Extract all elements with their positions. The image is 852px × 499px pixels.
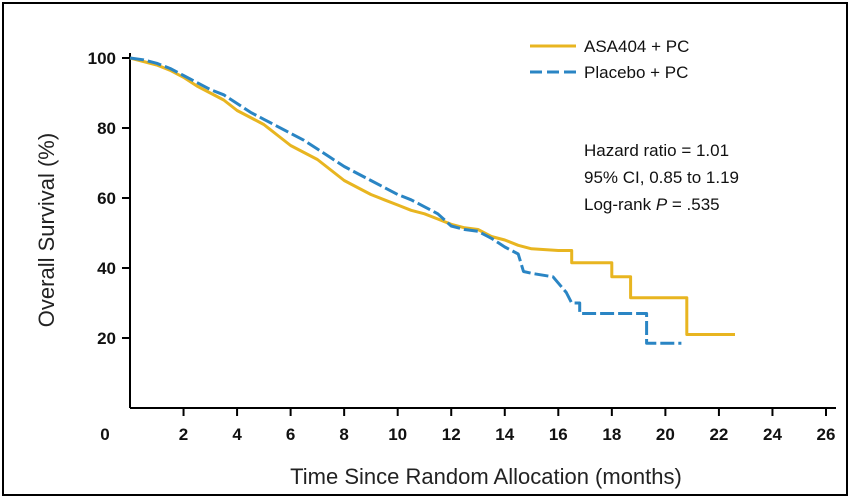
legend: ASA404 + PC Placebo + PC: [530, 37, 689, 82]
series-line-placebo: [129, 56, 682, 345]
log-rank-text: Log-rank P = .535: [584, 195, 720, 214]
x-tick-label: 18: [602, 425, 621, 444]
x-tick-label: 8: [339, 425, 348, 444]
x-tick-label: 4: [232, 425, 242, 444]
x-tick-label: 10: [388, 425, 407, 444]
x-tick-label: 6: [286, 425, 295, 444]
x-axis-title: Time Since Random Allocation (months): [290, 464, 682, 489]
x-tick-label: 14: [495, 425, 514, 444]
x-tick-label: 24: [763, 425, 782, 444]
y-axis-title: Overall Survival (%): [34, 133, 59, 327]
y-ticks: 20 40 60 80 100: [88, 49, 130, 348]
hazard-ratio-text: Hazard ratio = 1.01: [584, 141, 729, 160]
legend-label-placebo: Placebo + PC: [584, 63, 688, 82]
x-tick-label: 2: [179, 425, 188, 444]
log-rank-p: P: [656, 195, 668, 214]
y-tick-label: 100: [88, 49, 116, 68]
legend-label-asa404: ASA404 + PC: [584, 37, 689, 56]
x-tick-label: 0: [100, 425, 109, 444]
log-rank-prefix: Log-rank: [584, 195, 656, 214]
x-ticks: 0 2 4 6 8 10 12 14 16 18 20 22 24 26: [100, 408, 835, 444]
stats-annotation: Hazard ratio = 1.01 95% CI, 0.85 to 1.19…: [584, 141, 739, 214]
x-tick-label: 26: [817, 425, 836, 444]
x-tick-label: 20: [656, 425, 675, 444]
x-tick-label: 16: [549, 425, 568, 444]
series-layer: [129, 56, 735, 345]
y-tick-label: 20: [97, 329, 116, 348]
y-tick-label: 80: [97, 119, 116, 138]
x-tick-label: 22: [709, 425, 728, 444]
x-tick-label: 12: [442, 425, 461, 444]
y-tick-label: 60: [97, 189, 116, 208]
y-tick-label: 40: [97, 259, 116, 278]
log-rank-value: = .535: [667, 195, 719, 214]
series-line-asa404: [129, 56, 735, 336]
confidence-interval-text: 95% CI, 0.85 to 1.19: [584, 168, 739, 187]
